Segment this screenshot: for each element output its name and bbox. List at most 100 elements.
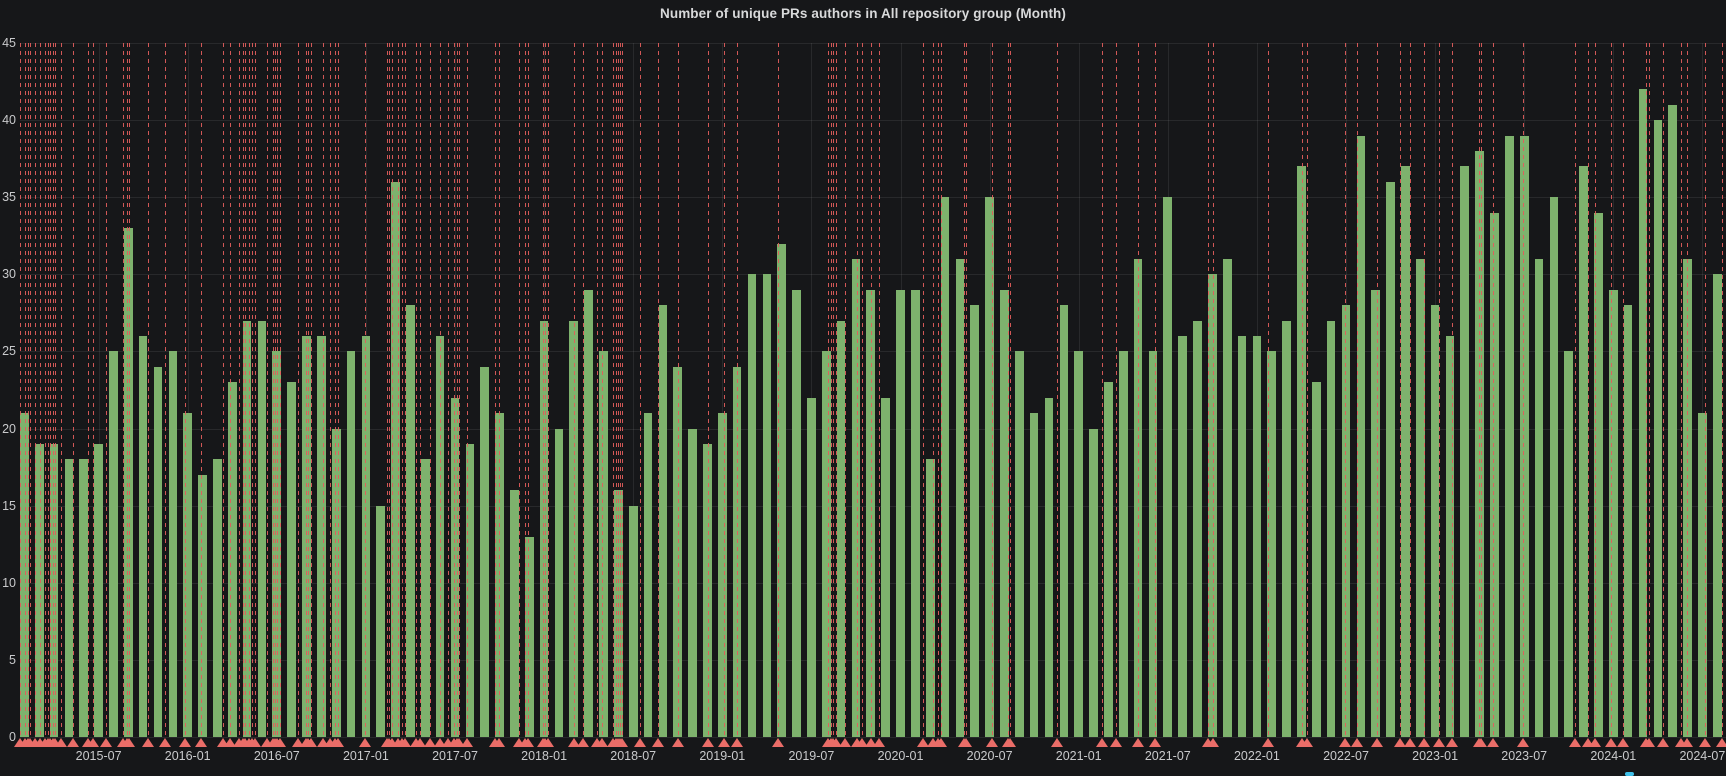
bar[interactable]: [1118, 351, 1128, 737]
bar[interactable]: [911, 289, 920, 737]
bar[interactable]: [1252, 336, 1262, 737]
bar[interactable]: [628, 505, 638, 737]
bar[interactable]: [20, 413, 29, 737]
bar[interactable]: [1564, 351, 1574, 737]
annotation-marker-icon[interactable]: [702, 738, 714, 747]
bar[interactable]: [1148, 351, 1158, 737]
annotation-marker-icon[interactable]: [1394, 738, 1406, 747]
annotation-marker-icon[interactable]: [55, 738, 67, 747]
annotation-marker-icon[interactable]: [434, 738, 446, 747]
annotation-marker-icon[interactable]: [986, 738, 998, 747]
bar[interactable]: [34, 444, 44, 737]
bar[interactable]: [1653, 120, 1663, 737]
annotation-marker-icon[interactable]: [672, 738, 684, 747]
bar[interactable]: [807, 397, 816, 737]
annotation-marker-icon[interactable]: [917, 738, 929, 747]
bar[interactable]: [361, 336, 371, 737]
bar[interactable]: [450, 397, 460, 737]
bar[interactable]: [1178, 336, 1187, 737]
annotation-marker-icon[interactable]: [731, 738, 743, 747]
annotation-marker-icon[interactable]: [1207, 738, 1219, 747]
bar[interactable]: [227, 382, 237, 737]
bar[interactable]: [1712, 274, 1722, 737]
bar[interactable]: [1371, 289, 1381, 737]
bar[interactable]: [1445, 336, 1455, 737]
bar[interactable]: [539, 320, 549, 737]
annotation-marker-icon[interactable]: [577, 738, 589, 747]
bar[interactable]: [688, 428, 697, 737]
bar[interactable]: [821, 351, 831, 737]
bar[interactable]: [1029, 413, 1039, 737]
bar[interactable]: [851, 258, 861, 737]
bar[interactable]: [1208, 274, 1217, 737]
annotation-marker-icon[interactable]: [1617, 738, 1629, 747]
annotation-marker-icon[interactable]: [332, 738, 344, 747]
annotation-marker-icon[interactable]: [1657, 738, 1669, 747]
annotation-marker-icon[interactable]: [542, 738, 554, 747]
bar[interactable]: [584, 289, 593, 737]
bar[interactable]: [777, 243, 787, 737]
bar[interactable]: [480, 366, 490, 737]
bar[interactable]: [792, 289, 801, 737]
bar[interactable]: [599, 351, 608, 737]
bar[interactable]: [510, 490, 519, 737]
annotation-marker-icon[interactable]: [522, 738, 534, 747]
annotation-marker-icon[interactable]: [1404, 738, 1416, 747]
bar[interactable]: [1222, 258, 1232, 737]
annotation-marker-icon[interactable]: [718, 738, 730, 747]
bar[interactable]: [391, 181, 400, 737]
bar[interactable]: [287, 382, 296, 737]
bar[interactable]: [1505, 135, 1514, 737]
bar[interactable]: [762, 274, 772, 737]
bar[interactable]: [420, 459, 430, 737]
annotation-marker-icon[interactable]: [159, 738, 171, 747]
bar[interactable]: [1401, 166, 1410, 737]
annotation-marker-icon[interactable]: [1262, 738, 1274, 747]
bar[interactable]: [376, 505, 386, 737]
bar[interactable]: [970, 305, 980, 737]
bar[interactable]: [1549, 197, 1559, 737]
bar[interactable]: [940, 197, 950, 737]
bar[interactable]: [1683, 258, 1692, 737]
annotation-marker-icon[interactable]: [67, 738, 79, 747]
bar[interactable]: [554, 428, 564, 737]
annotation-marker-icon[interactable]: [292, 738, 304, 747]
annotation-marker-icon[interactable]: [1487, 738, 1499, 747]
bar[interactable]: [138, 336, 148, 737]
bar[interactable]: [955, 258, 965, 737]
bar[interactable]: [881, 397, 890, 737]
bar[interactable]: [1623, 305, 1633, 737]
annotation-marker-icon[interactable]: [493, 738, 505, 747]
annotation-marker-icon[interactable]: [1371, 738, 1383, 747]
annotation-marker-icon[interactable]: [1096, 738, 1108, 747]
bar[interactable]: [242, 320, 252, 737]
bar[interactable]: [198, 474, 207, 737]
annotation-marker-icon[interactable]: [865, 738, 877, 747]
annotation-marker-icon[interactable]: [1569, 738, 1581, 747]
annotation-marker-icon[interactable]: [1582, 738, 1594, 747]
bar[interactable]: [1415, 258, 1425, 737]
annotation-marker-icon[interactable]: [123, 738, 135, 747]
annotation-marker-icon[interactable]: [830, 738, 842, 747]
annotation-marker-icon[interactable]: [317, 738, 329, 747]
bar[interactable]: [1519, 135, 1529, 737]
bar[interactable]: [257, 320, 267, 737]
bar[interactable]: [643, 413, 653, 737]
bar[interactable]: [317, 336, 326, 737]
annotation-marker-icon[interactable]: [596, 738, 608, 747]
annotation-marker-icon[interactable]: [224, 738, 236, 747]
bar[interactable]: [1579, 166, 1588, 737]
bar[interactable]: [109, 351, 118, 737]
bar[interactable]: [1267, 351, 1277, 737]
annotation-marker-icon[interactable]: [1149, 738, 1161, 747]
annotation-marker-icon[interactable]: [1716, 738, 1726, 747]
annotation-marker-icon[interactable]: [1699, 738, 1711, 747]
annotation-marker-icon[interactable]: [1643, 738, 1655, 747]
bar[interactable]: [1089, 428, 1098, 737]
annotation-marker-icon[interactable]: [772, 738, 784, 747]
annotation-marker-icon[interactable]: [1589, 738, 1601, 747]
annotation-marker-icon[interactable]: [1301, 738, 1313, 747]
annotation-marker-icon[interactable]: [100, 738, 112, 747]
annotation-marker-icon[interactable]: [359, 738, 371, 747]
annotation-marker-icon[interactable]: [1433, 738, 1445, 747]
